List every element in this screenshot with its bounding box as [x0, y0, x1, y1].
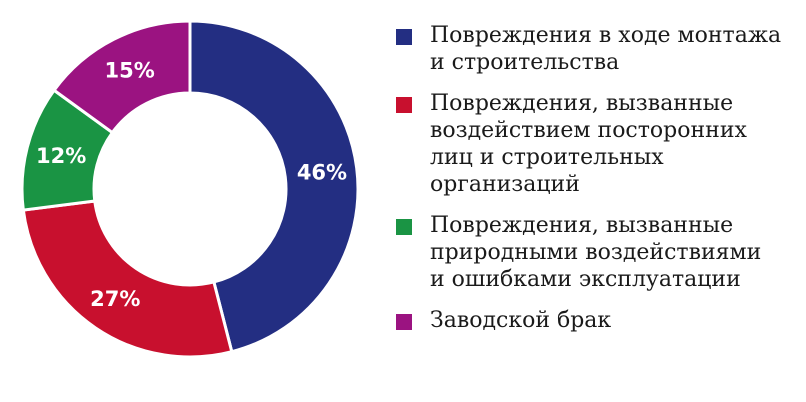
legend-label-line: и строительства: [430, 50, 620, 75]
slice-third-party-damage: [21, 199, 234, 359]
legend-label-line: Заводской брак: [430, 308, 612, 333]
legend-swatch: [396, 219, 412, 235]
slice-factory-defect: [51, 19, 192, 135]
legend-label-line: Повреждения, вызванные: [430, 213, 734, 238]
donut-slices: [20, 19, 360, 359]
legend-label-line: лиц и строительных: [430, 145, 664, 170]
slice-percent-label: 46%: [297, 160, 347, 184]
legend-swatch: [396, 314, 412, 330]
legend-item-third-party-damage: Повреждения, вызванные воздействием пост…: [396, 90, 796, 198]
legend: Повреждения в ходе монтажа и строительст…: [396, 22, 796, 348]
slice-labels: 46% 27% 12% 15%: [36, 58, 347, 311]
legend-swatch: [396, 29, 412, 45]
legend-label-line: Повреждения в ходе монтажа: [430, 23, 782, 48]
legend-label-line: воздействием посторонних: [430, 118, 747, 143]
slice-percent-label: 12%: [36, 144, 86, 168]
legend-item-factory-defect: Заводской брак: [396, 307, 796, 334]
donut-chart: 46% 27% 12% 15%: [20, 19, 360, 359]
legend-label-line: Повреждения, вызванные: [430, 91, 734, 116]
legend-item-installation-damage: Повреждения в ходе монтажа и строительст…: [396, 22, 796, 76]
legend-item-natural-damage: Повреждения, вызванные природными воздей…: [396, 212, 796, 293]
slice-installation-damage: [188, 19, 360, 354]
slice-percent-label: 15%: [104, 58, 154, 82]
legend-label-line: и ошибками эксплуатации: [430, 267, 741, 292]
legend-label-line: организаций: [430, 172, 580, 197]
legend-swatch: [396, 97, 412, 113]
legend-label-line: природными воздействиями: [430, 240, 762, 265]
slice-percent-label: 27%: [90, 287, 140, 311]
